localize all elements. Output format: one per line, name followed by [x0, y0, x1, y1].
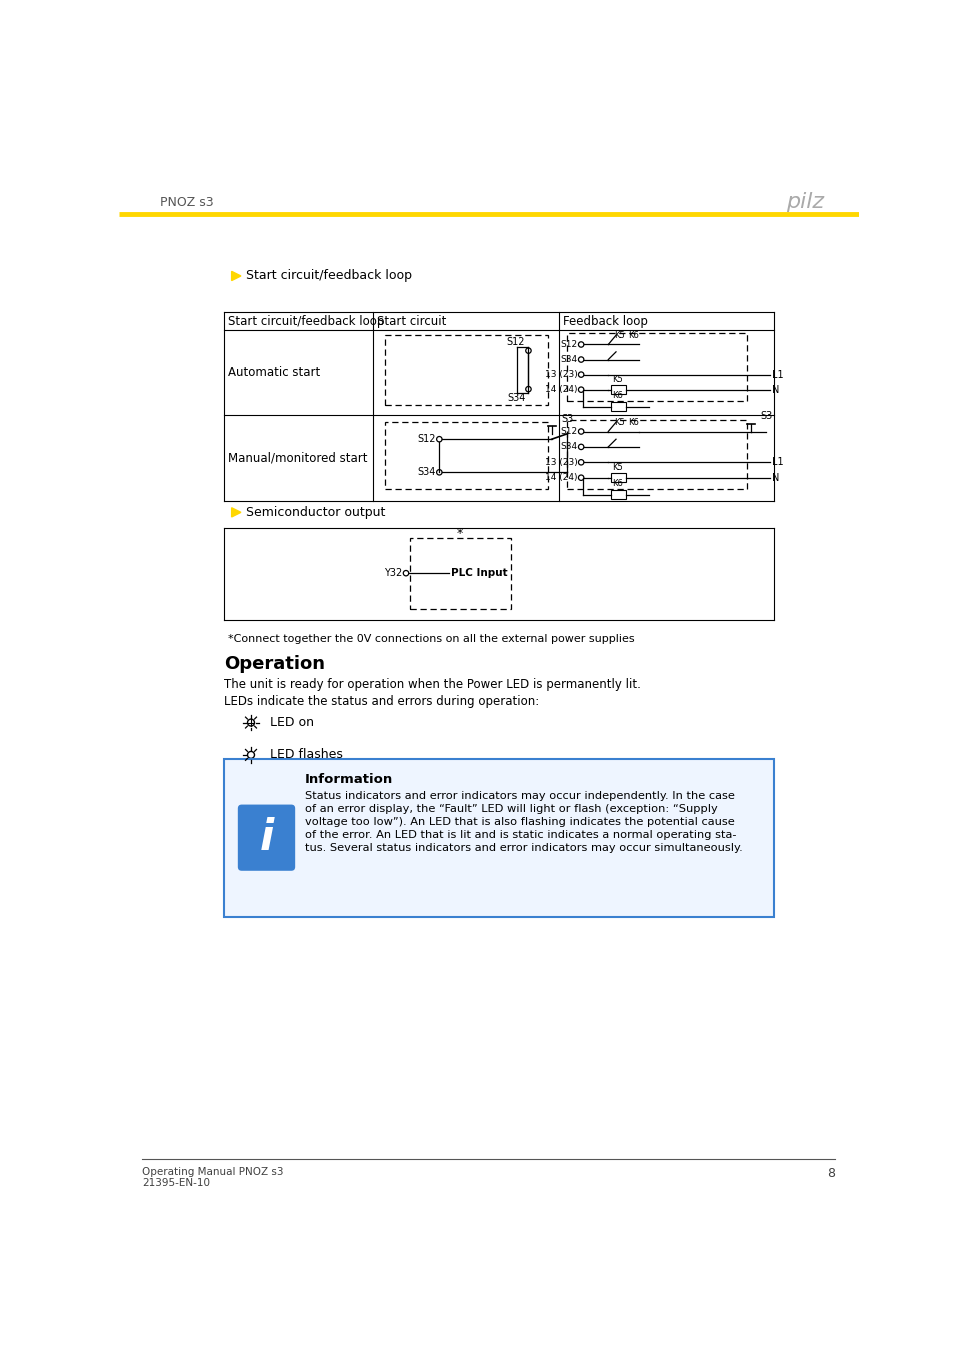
- Text: of the error. An LED that is lit and is static indicates a normal operating sta-: of the error. An LED that is lit and is …: [305, 830, 736, 840]
- Text: 14 (24): 14 (24): [544, 474, 577, 482]
- Text: of an error display, the “Fault” LED will light or flash (exception: “Supply: of an error display, the “Fault” LED wil…: [305, 805, 718, 814]
- Text: S34: S34: [559, 355, 577, 364]
- Text: K6: K6: [627, 331, 638, 340]
- Text: Semiconductor output: Semiconductor output: [245, 506, 385, 518]
- Text: Information: Information: [305, 772, 393, 786]
- Text: Operation: Operation: [224, 655, 325, 672]
- Text: 13 (23): 13 (23): [544, 370, 577, 379]
- Text: voltage too low”). An LED that is also flashing indicates the potential cause: voltage too low”). An LED that is also f…: [305, 817, 734, 828]
- Text: L1: L1: [771, 458, 782, 467]
- Text: K5: K5: [612, 374, 622, 383]
- Text: S34: S34: [417, 467, 436, 478]
- Text: LED flashes: LED flashes: [270, 748, 343, 761]
- Bar: [610, 385, 625, 394]
- Text: N: N: [771, 472, 779, 483]
- Text: PLC Input: PLC Input: [451, 568, 507, 578]
- Text: S12: S12: [559, 340, 577, 350]
- Bar: [610, 402, 625, 412]
- Text: The unit is ready for operation when the Power LED is permanently lit.: The unit is ready for operation when the…: [224, 678, 640, 691]
- Text: *Connect together the 0V connections on all the external power supplies: *Connect together the 0V connections on …: [228, 634, 634, 644]
- Text: S3: S3: [560, 414, 573, 424]
- Text: pilz: pilz: [785, 192, 823, 212]
- Text: Manual/monitored start: Manual/monitored start: [228, 451, 367, 464]
- Text: 8: 8: [826, 1166, 835, 1180]
- Text: L1: L1: [771, 370, 782, 379]
- Text: *: *: [456, 528, 463, 540]
- Text: K6: K6: [627, 418, 638, 427]
- Bar: [410, 537, 510, 609]
- Text: Y32: Y32: [383, 568, 402, 578]
- Text: Automatic start: Automatic start: [228, 366, 319, 379]
- Bar: [385, 335, 547, 405]
- Text: S12: S12: [417, 435, 436, 444]
- Text: K5: K5: [614, 331, 624, 340]
- Text: Status indicators and error indicators may occur independently. In the case: Status indicators and error indicators m…: [305, 791, 735, 801]
- Text: 21395-EN-10: 21395-EN-10: [142, 1179, 211, 1188]
- Text: K6: K6: [612, 479, 622, 489]
- Polygon shape: [232, 508, 241, 517]
- Text: Start circuit/feedback loop: Start circuit/feedback loop: [228, 315, 384, 328]
- Text: S34: S34: [559, 443, 577, 451]
- Text: S12: S12: [506, 336, 525, 347]
- Text: S34: S34: [506, 393, 525, 404]
- Bar: [567, 333, 746, 401]
- Text: PNOZ s3: PNOZ s3: [159, 196, 213, 208]
- Text: S12: S12: [559, 427, 577, 436]
- Text: K5: K5: [612, 463, 622, 471]
- Text: S3: S3: [760, 412, 772, 421]
- Bar: [610, 490, 625, 500]
- Text: Start circuit/feedback loop: Start circuit/feedback loop: [245, 270, 411, 282]
- Text: LED on: LED on: [270, 716, 314, 729]
- Text: 14 (24): 14 (24): [544, 385, 577, 394]
- Text: Operating Manual PNOZ s3: Operating Manual PNOZ s3: [142, 1166, 284, 1177]
- Bar: [224, 759, 773, 917]
- Text: Start circuit: Start circuit: [377, 315, 446, 328]
- Bar: [567, 420, 746, 489]
- Text: N: N: [771, 385, 779, 394]
- Text: Feedback loop: Feedback loop: [562, 315, 647, 328]
- Bar: [385, 423, 547, 489]
- Text: K5: K5: [614, 418, 624, 427]
- Text: K6: K6: [612, 392, 622, 401]
- FancyBboxPatch shape: [237, 805, 294, 871]
- Text: LEDs indicate the status and errors during operation:: LEDs indicate the status and errors duri…: [224, 695, 538, 707]
- Polygon shape: [232, 271, 241, 281]
- Bar: [610, 472, 625, 482]
- Text: 13 (23): 13 (23): [544, 458, 577, 467]
- Text: tus. Several status indicators and error indicators may occur simultaneously.: tus. Several status indicators and error…: [305, 844, 742, 853]
- Text: i: i: [259, 817, 274, 859]
